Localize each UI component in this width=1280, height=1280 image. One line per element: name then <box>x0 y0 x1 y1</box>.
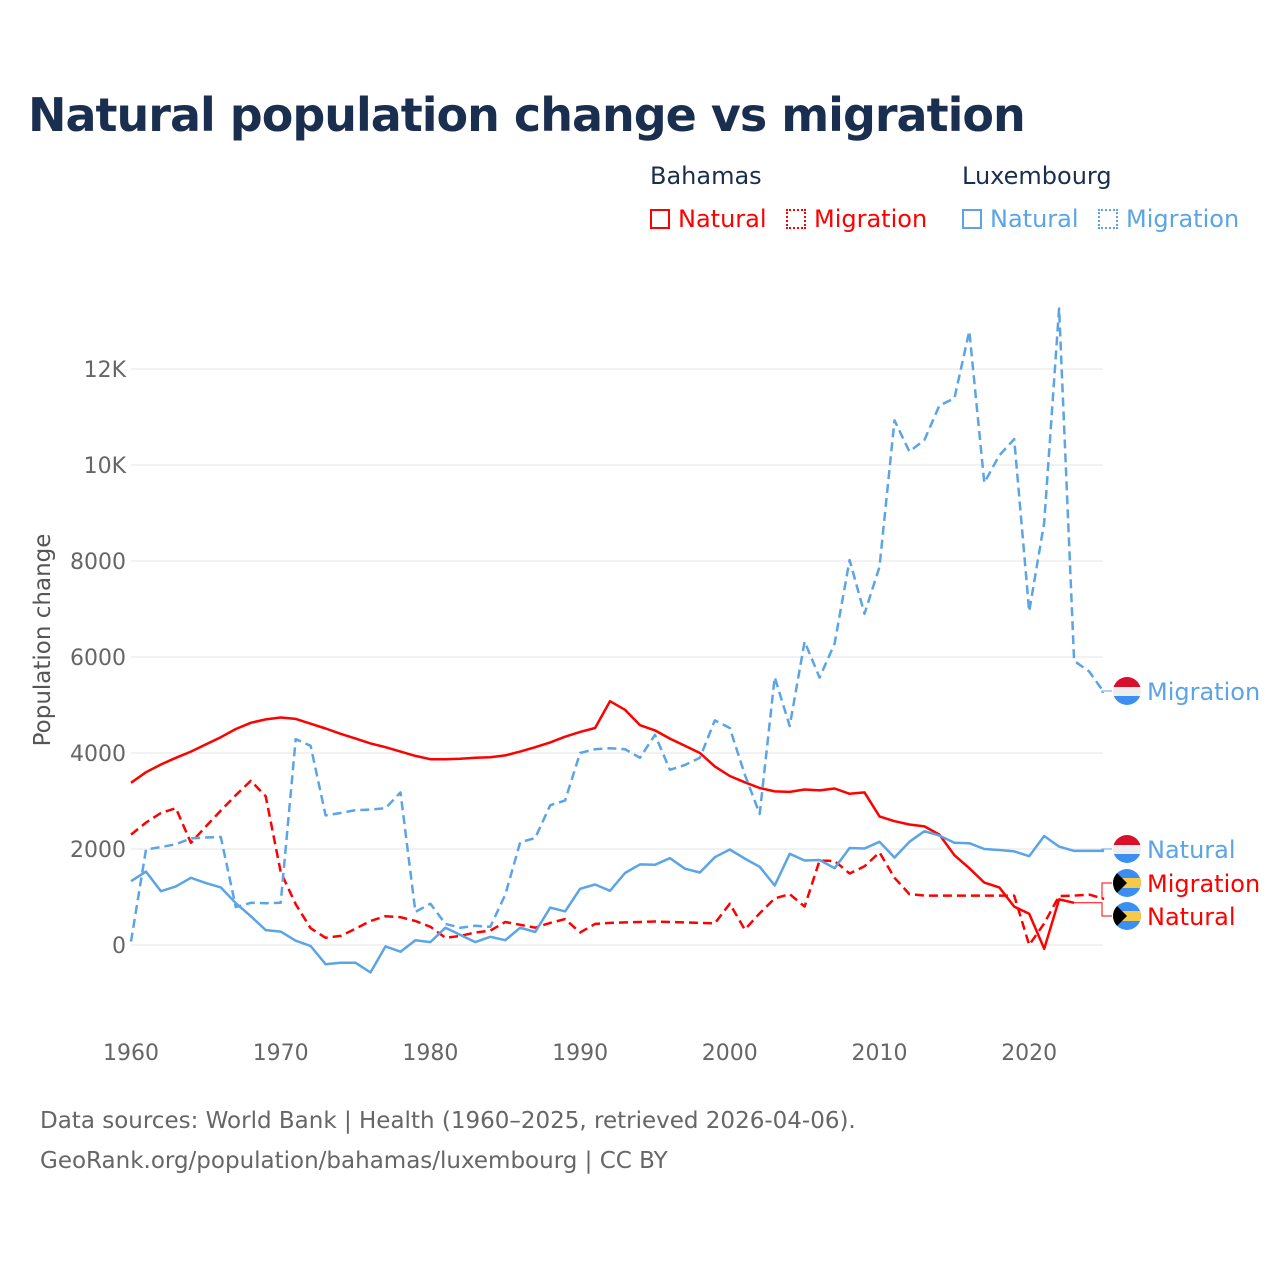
series-lines <box>129 307 1106 974</box>
legend-label: Natural <box>678 205 767 233</box>
legend-luxembourg-migration[interactable]: Migration <box>1098 205 1239 233</box>
end-label-text: Natural <box>1147 903 1236 931</box>
x-axis-ticks: 1960 1970 1980 1990 2000 2010 2020 <box>103 1041 1057 1066</box>
flag-icon-bahamas <box>1113 902 1141 930</box>
series-line-luxembourg-natural <box>130 829 1105 974</box>
flag-stripe-blue <box>1113 696 1141 705</box>
flag-stripe-red <box>1113 677 1141 687</box>
x-tick-label: 2020 <box>1001 1041 1057 1066</box>
legend-swatch-dotted <box>1098 209 1118 229</box>
end-label-text: Migration <box>1147 870 1260 898</box>
x-tick-label: 2010 <box>852 1041 908 1066</box>
flag-icon-luxembourg <box>1113 677 1141 705</box>
y-tick-label: 12K <box>84 358 127 383</box>
end-label-text: Natural <box>1147 836 1236 864</box>
legend-bahamas-natural[interactable]: Natural <box>650 205 767 233</box>
legend-swatch-dotted <box>786 209 806 229</box>
gridlines <box>131 368 1103 946</box>
x-tick-label: 1980 <box>402 1041 458 1066</box>
label-connector <box>1074 902 1112 917</box>
flag-icon-luxembourg <box>1113 835 1141 863</box>
y-axis-ticks: 0 2000 4000 6000 8000 10K 12K <box>70 358 127 959</box>
label-connector <box>1101 848 1112 852</box>
legend-swatch-solid <box>962 209 982 229</box>
flag-body <box>1113 835 1141 863</box>
x-tick-label: 2000 <box>702 1041 758 1066</box>
y-tick-label: 8000 <box>70 550 126 575</box>
legend-group-luxembourg: Luxembourg <box>962 162 1112 190</box>
y-tick-label: 0 <box>112 934 126 959</box>
legend-bahamas-migration[interactable]: Migration <box>786 205 927 233</box>
end-labels: Migration Natural Migration Natural <box>1074 677 1260 931</box>
legend-luxembourg-natural[interactable]: Natural <box>962 205 1079 233</box>
series-line-luxembourg-migration <box>129 307 1106 942</box>
label-connector <box>1101 882 1112 900</box>
legend-label: Migration <box>1126 205 1240 233</box>
x-tick-label: 1990 <box>552 1041 608 1066</box>
flag-triangle <box>1113 902 1127 930</box>
source-line-2[interactable]: GeoRank.org/population/bahamas/luxembour… <box>40 1148 668 1174</box>
flag-body <box>1113 869 1141 897</box>
y-axis-label: Population change <box>30 534 56 747</box>
flag-icon-bahamas <box>1113 869 1141 897</box>
series-line-bahamas-natural <box>130 699 1075 951</box>
chart-title: Natural population change vs migration <box>28 88 1026 142</box>
flag-stripe-blue <box>1113 854 1141 863</box>
y-tick-label: 6000 <box>70 646 126 671</box>
y-tick-label: 10K <box>84 454 127 479</box>
series-line-bahamas-migration <box>130 779 1105 947</box>
x-tick-label: 1960 <box>103 1041 159 1066</box>
source-line-1: Data sources: World Bank | Health (1960–… <box>40 1108 856 1134</box>
chart-area: 0 2000 4000 6000 8000 10K 12K 1960 1970 1980 1990… <box>30 307 1260 1066</box>
y-tick-label: 4000 <box>70 742 126 767</box>
flag-stripe-white <box>1113 687 1141 696</box>
end-label-text: Migration <box>1147 678 1260 706</box>
legend-label: Migration <box>814 205 928 233</box>
flag-body <box>1113 902 1141 930</box>
flag-stripe-white <box>1113 845 1141 854</box>
y-tick-label: 2000 <box>70 838 126 863</box>
flag-stripe-red <box>1113 835 1141 845</box>
x-tick-label: 1970 <box>253 1041 309 1066</box>
label-connector <box>1101 690 1112 694</box>
flag-triangle <box>1113 869 1127 897</box>
legend-label: Natural <box>990 205 1079 233</box>
legend-group-bahamas: Bahamas <box>650 162 762 190</box>
flag-body <box>1113 677 1141 705</box>
legend-swatch-solid <box>650 209 670 229</box>
